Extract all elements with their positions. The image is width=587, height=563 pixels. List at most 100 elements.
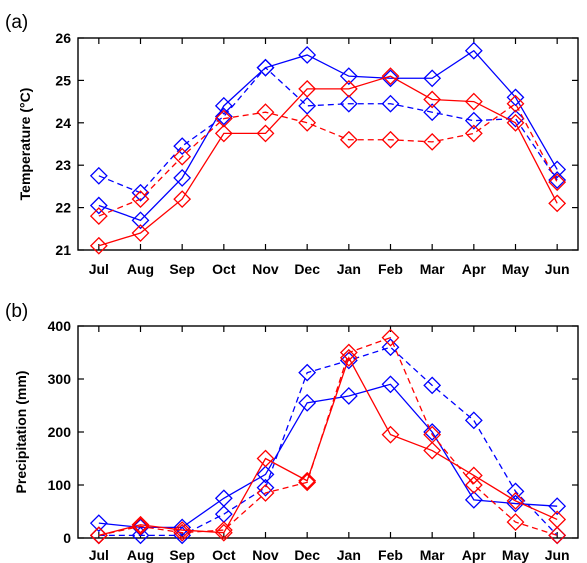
data-point-marker bbox=[89, 207, 108, 225]
data-point-marker bbox=[464, 111, 483, 130]
data-point-marker bbox=[548, 194, 567, 213]
y-tick-label: 23 bbox=[55, 157, 71, 173]
x-tick-label: Apr bbox=[462, 547, 487, 563]
data-point-marker bbox=[381, 375, 400, 394]
x-tick-label: Feb bbox=[378, 261, 403, 277]
data-point-marker bbox=[298, 79, 317, 98]
data-point-marker bbox=[548, 526, 567, 545]
data-point-marker bbox=[423, 132, 442, 151]
panel-letter: (b) bbox=[5, 301, 28, 322]
series-line-1 bbox=[98, 346, 558, 536]
y-axis-label: Precipitation (mm) bbox=[13, 371, 29, 494]
data-point-marker bbox=[464, 92, 483, 111]
x-tick-label: Mar bbox=[420, 547, 445, 563]
data-point-marker bbox=[256, 478, 275, 497]
x-tick-label: Nov bbox=[252, 547, 279, 563]
x-tick-label: Jul bbox=[89, 261, 109, 277]
data-point-marker bbox=[214, 124, 233, 143]
data-point-marker bbox=[381, 338, 400, 357]
chart-panel-0: (a) 21 22 23 24 25 26 Jul Aug Sep Oct Nov Dec Jan Feb M… bbox=[5, 12, 579, 277]
data-point-marker bbox=[173, 169, 192, 187]
data-point-marker bbox=[131, 224, 150, 242]
data-point-marker bbox=[339, 79, 358, 98]
series-line-2 bbox=[98, 356, 558, 536]
data-point-marker bbox=[173, 521, 192, 539]
x-tick-label: Nov bbox=[252, 261, 279, 277]
x-tick-label: Dec bbox=[294, 261, 320, 277]
data-point-marker bbox=[464, 466, 483, 485]
data-point-marker bbox=[89, 526, 108, 545]
y-tick-label: 400 bbox=[48, 318, 72, 334]
series-line-3 bbox=[98, 102, 558, 217]
y-tick-label: 100 bbox=[48, 477, 72, 493]
data-point-marker bbox=[339, 387, 358, 405]
y-tick-label: 26 bbox=[55, 30, 71, 46]
x-tick-label: Jun bbox=[545, 547, 570, 563]
data-point-marker bbox=[298, 471, 317, 490]
data-point-marker bbox=[423, 376, 442, 395]
x-tick-label: Oct bbox=[212, 547, 236, 563]
data-point-marker bbox=[256, 484, 275, 502]
x-tick-label: May bbox=[502, 261, 529, 277]
data-point-marker bbox=[214, 521, 233, 539]
data-point-marker bbox=[506, 94, 525, 113]
data-point-marker bbox=[131, 526, 150, 545]
data-point-marker bbox=[298, 363, 317, 382]
data-point-marker bbox=[89, 514, 108, 533]
data-point-marker bbox=[423, 90, 442, 109]
data-point-marker bbox=[506, 491, 525, 510]
x-tick-label: Jun bbox=[545, 261, 570, 277]
data-point-marker bbox=[298, 46, 317, 64]
data-point-marker bbox=[173, 523, 192, 542]
y-axis-label: Temperature (°C) bbox=[17, 88, 33, 201]
data-point-marker bbox=[339, 67, 358, 86]
data-point-marker bbox=[423, 425, 442, 444]
x-tick-label: Oct bbox=[212, 261, 236, 277]
x-tick-label: Aug bbox=[127, 547, 154, 563]
data-point-marker bbox=[89, 166, 108, 185]
data-point-marker bbox=[506, 494, 525, 513]
data-point-marker bbox=[339, 351, 358, 370]
data-point-marker bbox=[339, 130, 358, 149]
data-point-marker bbox=[464, 411, 483, 430]
data-point-marker bbox=[214, 107, 233, 126]
x-tick-label: Feb bbox=[378, 547, 403, 563]
data-point-marker bbox=[256, 58, 275, 77]
x-tick-label: Dec bbox=[294, 547, 320, 563]
series-line-0 bbox=[98, 383, 558, 529]
data-point-marker bbox=[298, 113, 317, 132]
data-point-marker bbox=[506, 482, 525, 501]
data-point-marker bbox=[506, 88, 525, 107]
data-point-marker bbox=[89, 236, 108, 255]
x-tick-label: Apr bbox=[462, 261, 487, 277]
data-point-marker bbox=[339, 94, 358, 113]
data-point-marker bbox=[548, 160, 567, 179]
data-point-marker bbox=[464, 476, 483, 494]
data-point-marker bbox=[256, 124, 275, 143]
data-point-marker bbox=[548, 173, 567, 192]
y-tick-label: 25 bbox=[55, 72, 71, 88]
data-point-marker bbox=[381, 67, 400, 86]
x-tick-label: Aug bbox=[127, 261, 154, 277]
y-tick-label: 22 bbox=[55, 200, 71, 216]
data-point-marker bbox=[423, 441, 442, 460]
panel-letter: (a) bbox=[5, 12, 28, 33]
data-point-marker bbox=[298, 96, 317, 115]
data-point-marker bbox=[214, 96, 233, 115]
data-point-marker bbox=[173, 137, 192, 156]
x-tick-label: May bbox=[502, 547, 529, 563]
data-point-marker bbox=[423, 103, 442, 122]
data-point-marker bbox=[89, 196, 108, 215]
data-point-marker bbox=[381, 130, 400, 149]
data-point-marker bbox=[423, 423, 442, 441]
x-tick-label: Sep bbox=[169, 261, 195, 277]
data-point-marker bbox=[131, 517, 150, 536]
data-point-marker bbox=[464, 41, 483, 60]
y-tick-label: 300 bbox=[48, 371, 72, 387]
data-point-marker bbox=[131, 190, 150, 209]
plot-frame bbox=[77, 325, 579, 539]
data-point-marker bbox=[548, 497, 567, 516]
series-line-2 bbox=[98, 75, 558, 247]
data-point-marker bbox=[214, 109, 233, 128]
